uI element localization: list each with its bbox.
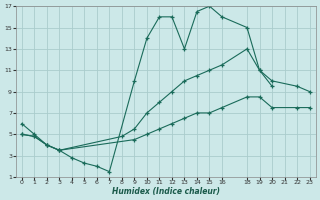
X-axis label: Humidex (Indice chaleur): Humidex (Indice chaleur) [112, 187, 220, 196]
